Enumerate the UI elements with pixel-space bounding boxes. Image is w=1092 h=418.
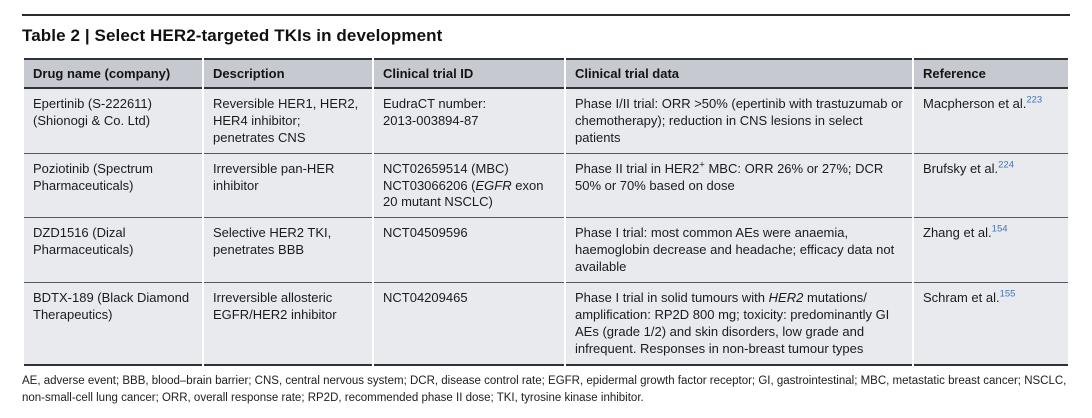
cell-description: Irreversible pan-HER inhibitor [204,152,372,218]
table-title: Table 2 | Select HER2-targeted TKIs in d… [22,26,443,45]
top-rule [22,14,1070,16]
column-header-description: Description [204,58,372,89]
table-row: Epertinib (S-222611) (Shionogi & Co. Ltd… [24,89,1068,153]
cell-drug-name: Poziotinib (Spectrum Pharmaceuticals) [24,152,202,218]
cell-trial-data: Phase I trial: most common AEs were anae… [566,217,912,283]
cell-trial-id: NCT02659514 (MBC) NCT03066206 (EGFR exon… [374,152,564,218]
column-header-reference: Reference [914,58,1068,89]
citation-link[interactable]: 155 [999,288,1016,300]
cell-trial-data: Phase I trial in solid tumours with HER2… [566,282,912,366]
reference-author: Schram et al. [923,290,1000,306]
citation-link[interactable]: 223 [1026,94,1043,106]
cell-description: Irreversible allosteric EGFR/HER2 inhibi… [204,282,372,366]
cell-reference: Schram et al.155 [914,282,1068,366]
cell-trial-id: EudraCT number: 2013-003894-87 [374,89,564,153]
cell-description: Selective HER2 TKI, penetrates BBB [204,217,372,283]
table-row: BDTX-189 (Black Diamond Therapeutics) Ir… [24,282,1068,366]
column-header-trial-data: Clinical trial data [566,58,912,89]
reference-author: Brufsky et al. [923,160,999,176]
cell-drug-name: Epertinib (S-222611) (Shionogi & Co. Ltd… [24,89,202,153]
reference-author: Macpherson et al. [923,96,1027,111]
cell-description: Reversible HER1, HER2, HER4 inhibitor; p… [204,89,372,153]
table-footnote: AE, adverse event; BBB, blood–brain barr… [22,374,1067,404]
cell-trial-data: Phase II trial in HER2+ MBC: ORR 26% or … [566,152,912,218]
cell-trial-id: NCT04209465 [374,282,564,366]
cell-trial-data: Phase I/II trial: ORR >50% (epertinib wi… [566,89,912,153]
her2-tki-table: Drug name (company) Description Clinical… [22,58,1070,366]
citation-link[interactable]: 154 [991,224,1008,236]
cell-reference: Brufsky et al.224 [914,152,1068,218]
cell-reference: Zhang et al.154 [914,217,1068,283]
reference-author: Zhang et al. [923,225,992,241]
column-header-trial-id: Clinical trial ID [374,58,564,89]
page: Table 2 | Select HER2-targeted TKIs in d… [22,14,1070,404]
table-header-row: Drug name (company) Description Clinical… [24,58,1068,89]
cell-reference: Macpherson et al.223 [914,89,1068,153]
table-row: Poziotinib (Spectrum Pharmaceuticals) Ir… [24,152,1068,218]
column-header-drug-name: Drug name (company) [24,58,202,89]
table-row: DZD1516 (Dizal Pharmaceuticals) Selectiv… [24,217,1068,283]
cell-trial-id: NCT04509596 [374,217,564,283]
cell-drug-name: DZD1516 (Dizal Pharmaceuticals) [24,217,202,283]
citation-link[interactable]: 224 [998,159,1014,171]
cell-drug-name: BDTX-189 (Black Diamond Therapeutics) [24,282,202,366]
